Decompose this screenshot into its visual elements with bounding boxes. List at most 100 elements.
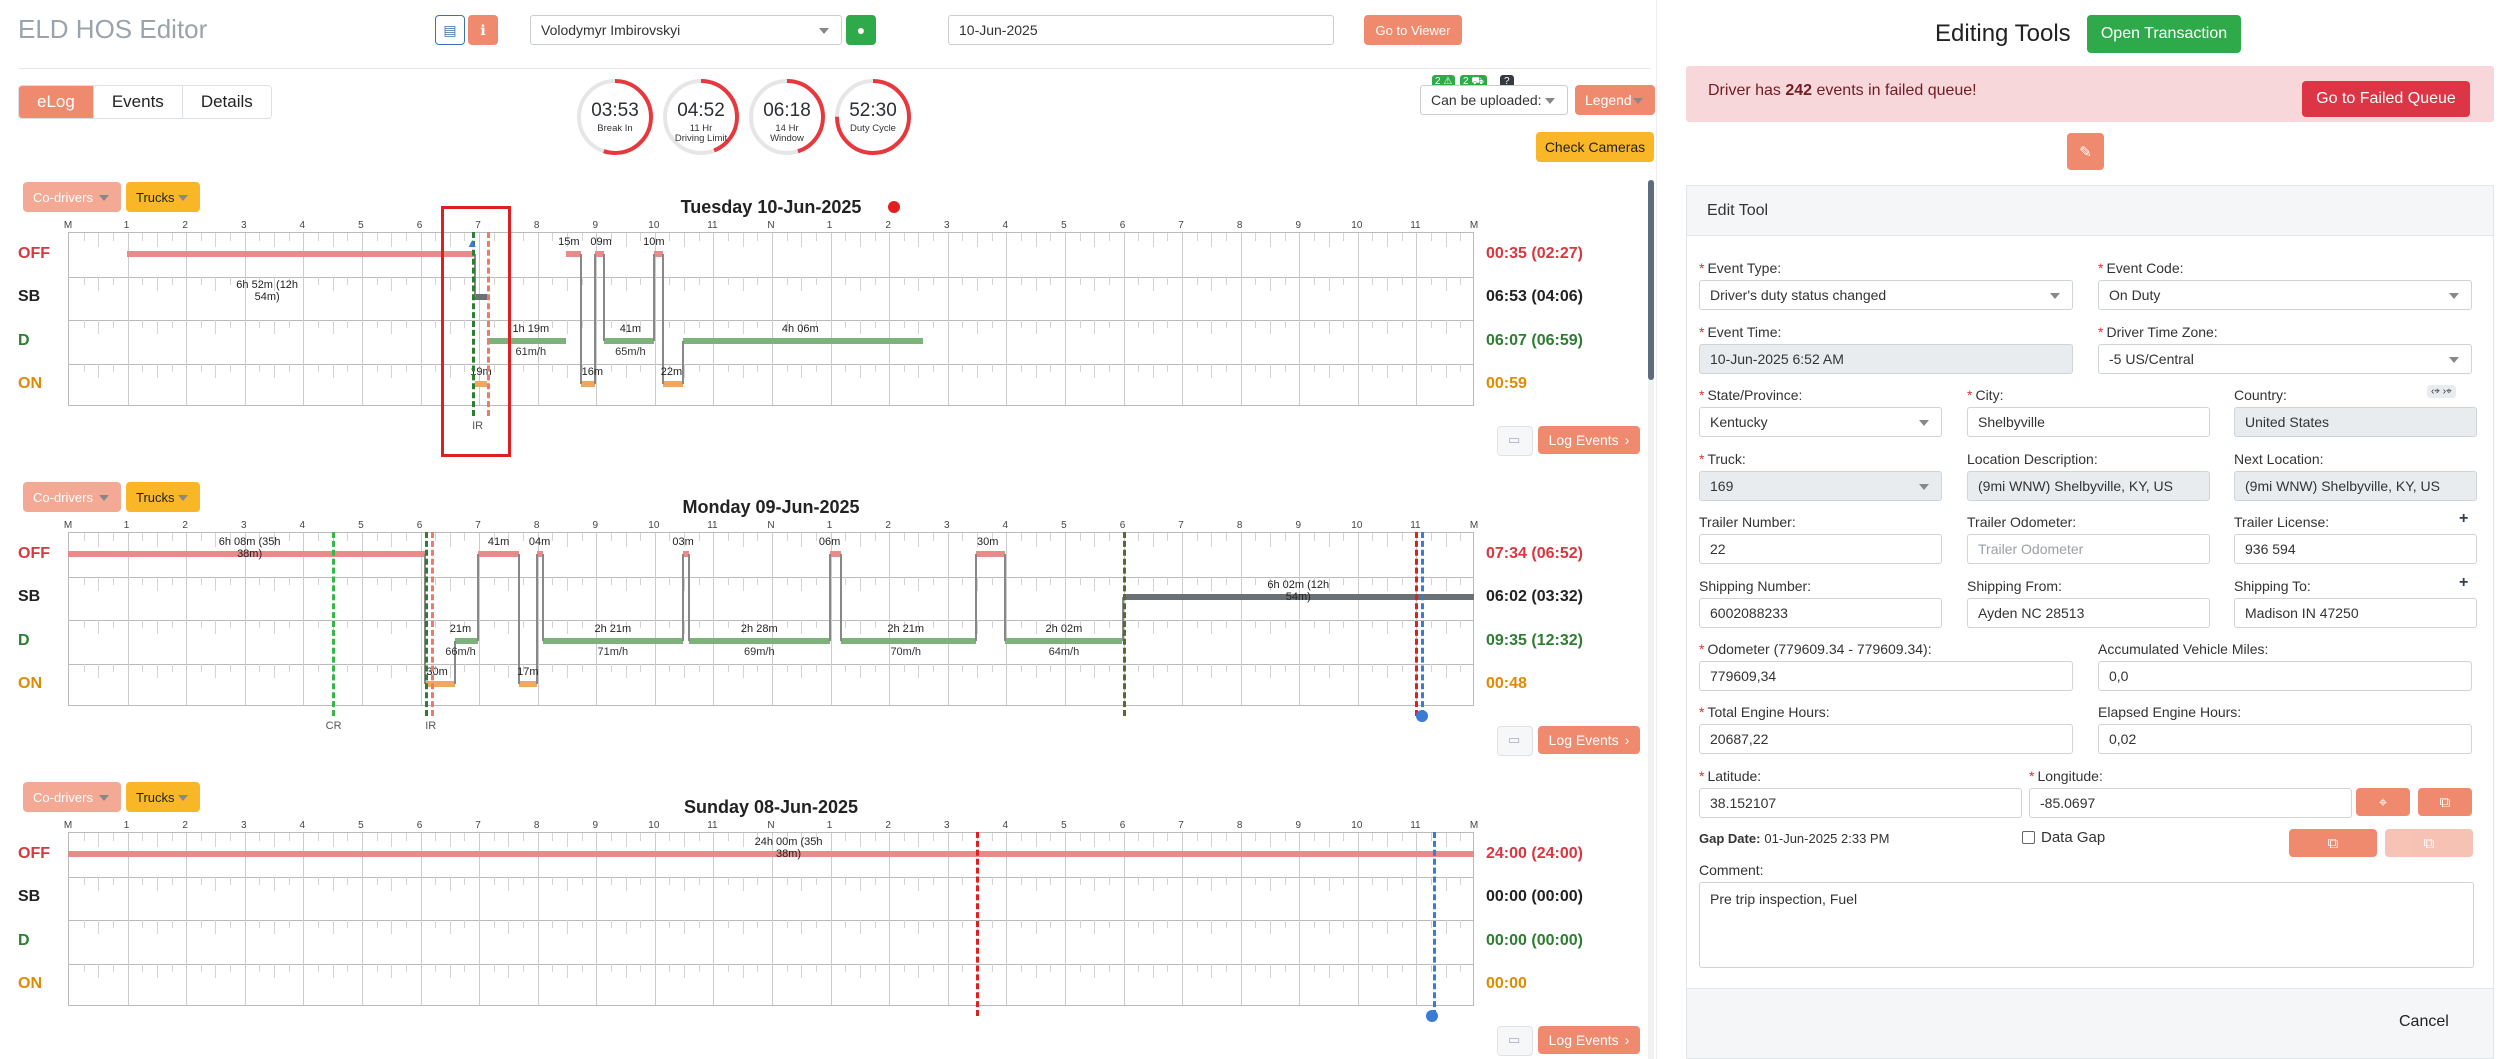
map-pin-button[interactable]: ⌖ xyxy=(2356,788,2410,816)
grid-hour-line xyxy=(1123,833,1125,1005)
grid-tick xyxy=(625,663,627,678)
marker-label: IR xyxy=(472,420,484,432)
hour-label: 4 xyxy=(1002,220,1009,231)
location-toggle-icon[interactable]: ‹⌖ ›⌖ xyxy=(2427,385,2456,398)
input-trailer_number[interactable]: 22 xyxy=(1699,534,1942,564)
hour-label: 10 xyxy=(1351,220,1363,231)
gap-copy-button[interactable]: ⧉ xyxy=(2289,829,2377,857)
input-event_time[interactable]: 10-Jun-2025 6:52 AM xyxy=(1699,344,2073,374)
trucks-button[interactable]: Trucks xyxy=(126,182,200,212)
input-city[interactable]: Shelbyville xyxy=(1967,407,2210,437)
grid-tick xyxy=(391,576,393,591)
input-trailer_odometer[interactable]: Trailer Odometer xyxy=(1967,534,2210,564)
checkbox-box[interactable] xyxy=(2022,831,2035,844)
label-state: * State/Province: xyxy=(1699,387,1802,403)
grid-tick xyxy=(1269,620,1271,634)
hour-label: 5 xyxy=(1061,820,1067,831)
edit-tool-title: Edit Tool xyxy=(1707,202,1769,219)
input-state[interactable]: Kentucky xyxy=(1699,407,1942,437)
log-events-button[interactable]: Log Events › xyxy=(1538,1026,1640,1054)
edit-pin-icon[interactable]: ▲ xyxy=(466,236,479,250)
grid-tick xyxy=(684,620,686,634)
grid-tick xyxy=(684,576,686,591)
event-dot[interactable] xyxy=(1416,710,1429,722)
input-next_location[interactable]: (9mi WNW) Shelbyville, KY, US xyxy=(2234,471,2477,501)
upload-status-select[interactable]: Can be uploaded: xyxy=(1420,85,1568,115)
input-latitude[interactable]: 38.152107 xyxy=(1699,788,2022,818)
driver-select[interactable]: Volodymyr Imbirovskyi xyxy=(530,15,842,45)
tab-elog[interactable]: eLog xyxy=(19,86,94,118)
grid-tick xyxy=(259,533,261,541)
input-location[interactable]: (9mi WNW) Shelbyville, KY, US xyxy=(1967,471,2210,501)
comment-button[interactable]: ▭ xyxy=(1497,1026,1533,1056)
grid-hour-line xyxy=(1006,833,1008,1005)
hour-label: 4 xyxy=(1002,820,1009,831)
editing-tools-title: Editing Tools xyxy=(1935,20,2071,47)
add-trailer-icon[interactable]: + xyxy=(2459,510,2469,527)
check-cameras-button[interactable]: Check Cameras xyxy=(1536,132,1654,162)
data-gap-checkbox[interactable]: Data Gap xyxy=(2022,829,2105,846)
go-to-failed-queue-button[interactable]: Go to Failed Queue xyxy=(2302,81,2470,117)
grid-tick xyxy=(566,663,568,678)
row-total-d: 09:35 (12:32) xyxy=(1486,631,1583,649)
grid-hour-line xyxy=(654,833,656,1005)
gap-paste-button[interactable]: ⧉ xyxy=(2385,829,2473,857)
codrivers-button[interactable]: Co-drivers xyxy=(23,182,121,212)
grid-tick xyxy=(566,233,568,247)
copy-coords-button[interactable]: ⧉ xyxy=(2418,788,2472,816)
input-odometer[interactable]: 779609,34 xyxy=(1699,661,2073,691)
input-shipping_to[interactable]: Madison IN 47250 xyxy=(2234,598,2477,628)
info-button[interactable]: ℹ xyxy=(468,15,498,45)
codrivers-button[interactable]: Co-drivers xyxy=(23,782,121,812)
input-event_type[interactable]: Driver's duty status changed xyxy=(1699,280,2073,310)
grid-tick xyxy=(1269,233,1271,247)
input-country[interactable]: United States xyxy=(2234,407,2477,437)
grid-tick xyxy=(508,620,510,634)
log-events-button[interactable]: Log Events › xyxy=(1538,726,1640,754)
grid-tick xyxy=(405,533,407,541)
grid-row-line xyxy=(69,620,1473,621)
input-shipping_number[interactable]: 6002088233 xyxy=(1699,598,1942,628)
scrollbar-thumb[interactable] xyxy=(1648,180,1654,380)
comment-button[interactable]: ▭ xyxy=(1497,726,1533,756)
label-text: Event Type: xyxy=(1707,260,1782,276)
event-dot[interactable] xyxy=(1425,1010,1438,1022)
trucks-button[interactable]: Trucks xyxy=(126,482,200,512)
input-trailer_license[interactable]: 936 594 xyxy=(2234,534,2477,564)
date-input[interactable]: 10-Jun-2025 xyxy=(948,15,1334,45)
input-truck[interactable]: 169 xyxy=(1699,471,1942,501)
grid-tick xyxy=(610,533,612,541)
input-time_zone[interactable]: -5 US/Central xyxy=(2098,344,2472,374)
input-comment[interactable]: Pre trip inspection, Fuel xyxy=(1699,882,2474,968)
tab-details[interactable]: Details xyxy=(182,86,271,118)
grid-tick xyxy=(1387,620,1389,634)
add-shipping-icon[interactable]: + xyxy=(2459,574,2469,591)
codrivers-button[interactable]: Co-drivers xyxy=(23,482,121,512)
tab-events[interactable]: Events xyxy=(93,86,183,118)
input-elapsed_hours[interactable]: 0,02 xyxy=(2098,724,2472,754)
input-acc_miles[interactable]: 0,0 xyxy=(2098,661,2472,691)
grid-tick xyxy=(1020,533,1022,541)
grid-tick xyxy=(962,276,964,285)
grid-tick xyxy=(566,320,568,334)
input-engine_hours[interactable]: 20687,22 xyxy=(1699,724,2073,754)
grid-tick xyxy=(786,233,788,241)
hour-label: 11 xyxy=(1410,820,1421,831)
edit-pencil-button[interactable]: ✎ xyxy=(2067,133,2104,170)
cancel-button[interactable]: Cancel xyxy=(2399,1013,2449,1030)
go-to-viewer-button[interactable]: Go to Viewer xyxy=(1364,15,1462,45)
input-longitude[interactable]: -85.0697 xyxy=(2029,788,2352,818)
document-button[interactable]: ▤ xyxy=(435,15,465,45)
log-events-button[interactable]: Log Events › xyxy=(1538,426,1640,454)
comment-button[interactable]: ▭ xyxy=(1497,426,1533,456)
open-transaction-button[interactable]: Open Transaction xyxy=(2087,15,2241,53)
legend-button[interactable]: Legend xyxy=(1575,85,1655,115)
driver-profile-button[interactable]: ● xyxy=(846,15,876,45)
grid-tick xyxy=(1387,876,1389,891)
grid-hour-line xyxy=(303,233,305,405)
trucks-button[interactable]: Trucks xyxy=(126,782,200,812)
scrollbar-track[interactable] xyxy=(1648,180,1654,1059)
grid-tick xyxy=(757,363,759,372)
input-shipping_from[interactable]: Ayden NC 28513 xyxy=(1967,598,2210,628)
input-event_code[interactable]: On Duty xyxy=(2098,280,2472,310)
